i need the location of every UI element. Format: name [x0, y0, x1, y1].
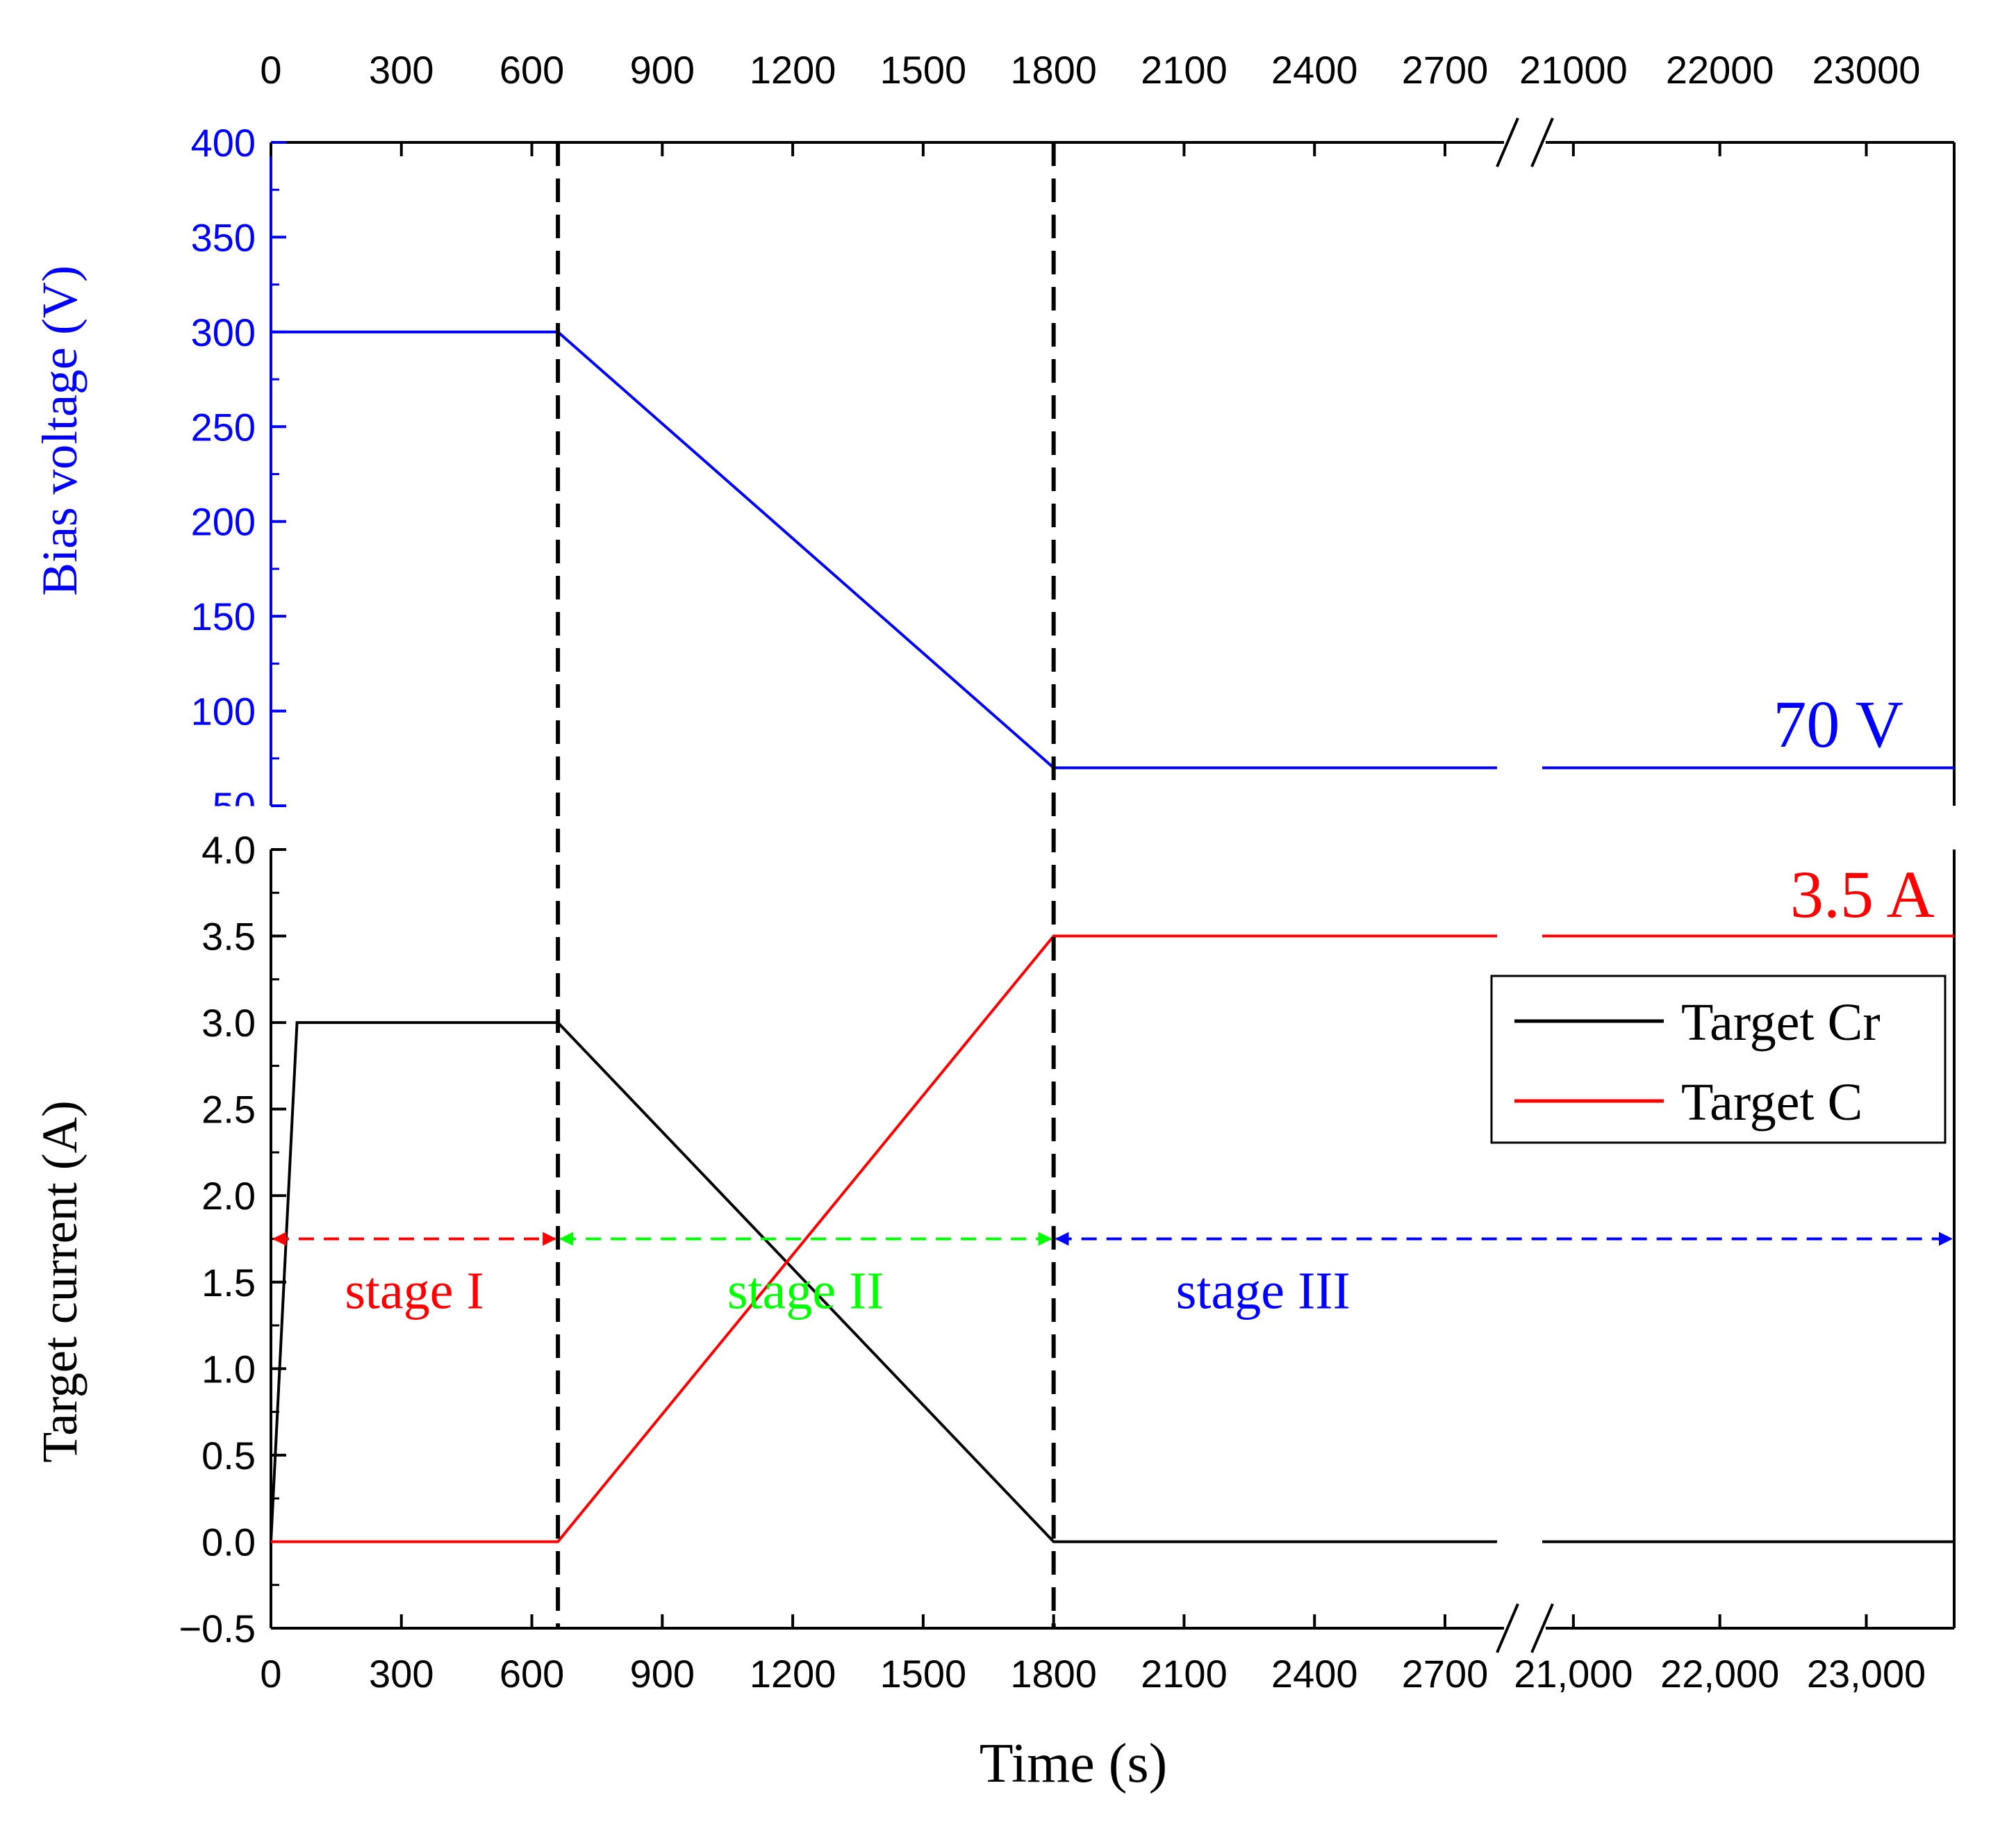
bottom-x-tick-label: 0	[260, 1652, 281, 1696]
voltage-y-tick-label: 250	[191, 405, 256, 449]
legend-label-target-cr: Target Cr	[1681, 993, 1881, 1052]
bias-70v-annotation: 70 V	[1773, 687, 1903, 761]
stage-dividers	[556, 142, 1056, 1628]
current-y-tick-label: 2.0	[201, 1174, 256, 1218]
voltage-y-tick-label: 400	[191, 121, 256, 165]
top-axis-break-mark	[1530, 117, 1554, 167]
stage-label: stage II	[727, 1262, 884, 1320]
top-x-tick-label: 1800	[1010, 48, 1097, 92]
voltage-y-tick-label: 300	[191, 310, 256, 354]
voltage-y-tick-label: 150	[191, 595, 256, 638]
target-current-axis-title: Target current (A)	[32, 1100, 88, 1462]
voltage-y-tick-label: 100	[191, 690, 256, 734]
current-y-tick-label: 3.0	[201, 1001, 256, 1045]
stage-label: stage III	[1176, 1262, 1350, 1320]
target-current-panel: 0 300 600 900 1200 1500 1800 2100 2400 2700 21,000…	[179, 828, 1956, 1696]
bias-voltage-panel: 0 300 600 900 1200 1500 1800 2100 2400 2700 21000 2…	[191, 48, 1956, 828]
top-x-tick-label: 2700	[1402, 48, 1489, 92]
top-x-tick-label: 23000	[1812, 48, 1921, 92]
legend-box	[1490, 975, 1947, 1144]
bias-voltage-line	[271, 330, 1497, 770]
bottom-x-tick-label: 22,000	[1660, 1652, 1779, 1696]
top-x-tick-label: 21000	[1519, 48, 1628, 92]
current-y-tick-label: 3.5	[201, 915, 256, 959]
current-y-tick-label: 2.5	[201, 1088, 256, 1132]
top-x-tick-label: 1500	[880, 48, 967, 92]
top-x-tick-label: 900	[630, 48, 695, 92]
bottom-x-tick-label: 2400	[1271, 1652, 1358, 1696]
legend-label-target-c: Target C	[1681, 1073, 1862, 1132]
top-x-tick-label: 300	[369, 48, 433, 92]
top-axis-break-mark	[1496, 117, 1519, 167]
bottom-x-tick-label: 2700	[1402, 1652, 1489, 1696]
bottom-x-tick-label: 600	[499, 1652, 564, 1696]
current-y-tick-label: 0.0	[201, 1520, 256, 1564]
bottom-x-tick-label: 300	[369, 1652, 433, 1696]
bottom-x-tick-label: 21,000	[1514, 1652, 1633, 1696]
voltage-y-tick-label: 350	[191, 215, 256, 259]
top-x-tick-label: 1200	[750, 48, 836, 92]
top-x-tick-label: 22000	[1666, 48, 1774, 92]
current-y-tick-label: 0.5	[201, 1434, 256, 1477]
bottom-axis-break-mark	[1496, 1603, 1519, 1653]
legend: Target Cr Target C	[1490, 975, 1947, 1144]
top-x-tick-label: 2400	[1271, 48, 1358, 92]
top-x-tick-label: 600	[499, 48, 564, 92]
current-y-tick-label: 4.0	[201, 828, 256, 872]
voltage-y-tick-label: 50	[213, 784, 256, 828]
voltage-y-tick-label: 200	[191, 500, 256, 544]
stage-label: stage I	[345, 1262, 484, 1320]
bottom-x-tick-label: 900	[630, 1652, 695, 1696]
top-x-tick-label: 2100	[1141, 48, 1228, 92]
current-3.5a-annotation: 3.5 A	[1790, 857, 1935, 931]
bottom-x-tick-label: 1500	[880, 1652, 967, 1696]
bottom-axis-break-mark	[1530, 1603, 1554, 1653]
current-y-tick-label: 1.0	[201, 1347, 256, 1391]
top-x-tick-label: 0	[260, 48, 281, 92]
current-y-tick-label: −0.5	[179, 1607, 256, 1650]
current-y-tick-label: 1.5	[201, 1261, 256, 1305]
bias-voltage-axis-title: Bias voltage (V)	[32, 265, 88, 596]
bottom-x-tick-label: 2100	[1141, 1652, 1228, 1696]
bottom-x-tick-label: 1800	[1010, 1652, 1097, 1696]
time-axis-title: Time (s)	[980, 1733, 1167, 1794]
bottom-x-tick-label: 1200	[750, 1652, 836, 1696]
bottom-x-tick-label: 23,000	[1807, 1652, 1926, 1696]
